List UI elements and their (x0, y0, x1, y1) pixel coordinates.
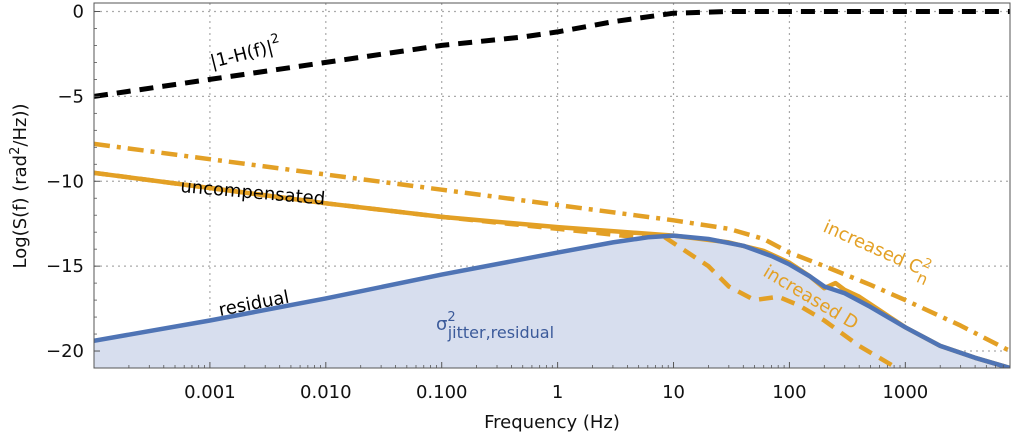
y-tick-label: −20 (46, 341, 84, 362)
series-residual-line (94, 233, 1010, 368)
annotation-sigma-text: σ (436, 314, 447, 335)
series-transfer-line (94, 9, 1010, 99)
ticks: 0.001 0.010 0.100 1 10 100 1000 0 −5 −10 −15 −20 (46, 1, 1011, 403)
x-tick-label: 0.100 (416, 382, 468, 403)
y-tick-label: −15 (46, 256, 84, 277)
x-tick-label: 0.001 (184, 382, 236, 403)
series-layer (94, 9, 1010, 368)
x-tick-label: 100 (772, 382, 806, 403)
annotation-sigma-sup: 2 (447, 310, 455, 325)
x-tick-label: 0.010 (300, 382, 352, 403)
y-axis-title-part2: /Hz)) (10, 104, 31, 147)
series-increased_d-line (94, 170, 902, 368)
y-tick-label: −10 (46, 171, 84, 192)
y-axis-title-part1: Log(S(f) (rad (10, 155, 31, 269)
annotation-sigma: σ2 jitter,residual (436, 310, 554, 342)
x-axis-title: Frequency (Hz) (484, 412, 620, 433)
annotation-transfer-sup: 2 (269, 31, 281, 48)
series-increased_c-line (94, 141, 1010, 354)
fill-layer (94, 235, 1010, 368)
annotation-sigma-sub: jitter,residual (447, 323, 554, 342)
x-tick-label: 10 (662, 382, 685, 403)
y-tick-label: 0 (73, 1, 84, 22)
x-tick-label: 1 (552, 382, 563, 403)
y-tick-label: −5 (57, 86, 84, 107)
x-tick-label: 1000 (882, 382, 928, 403)
y-axis-title-superscript: 2 (8, 147, 23, 155)
y-axis-title: Log(S(f) (rad2/Hz)) (8, 104, 31, 269)
series-residual-fill (94, 235, 1010, 368)
